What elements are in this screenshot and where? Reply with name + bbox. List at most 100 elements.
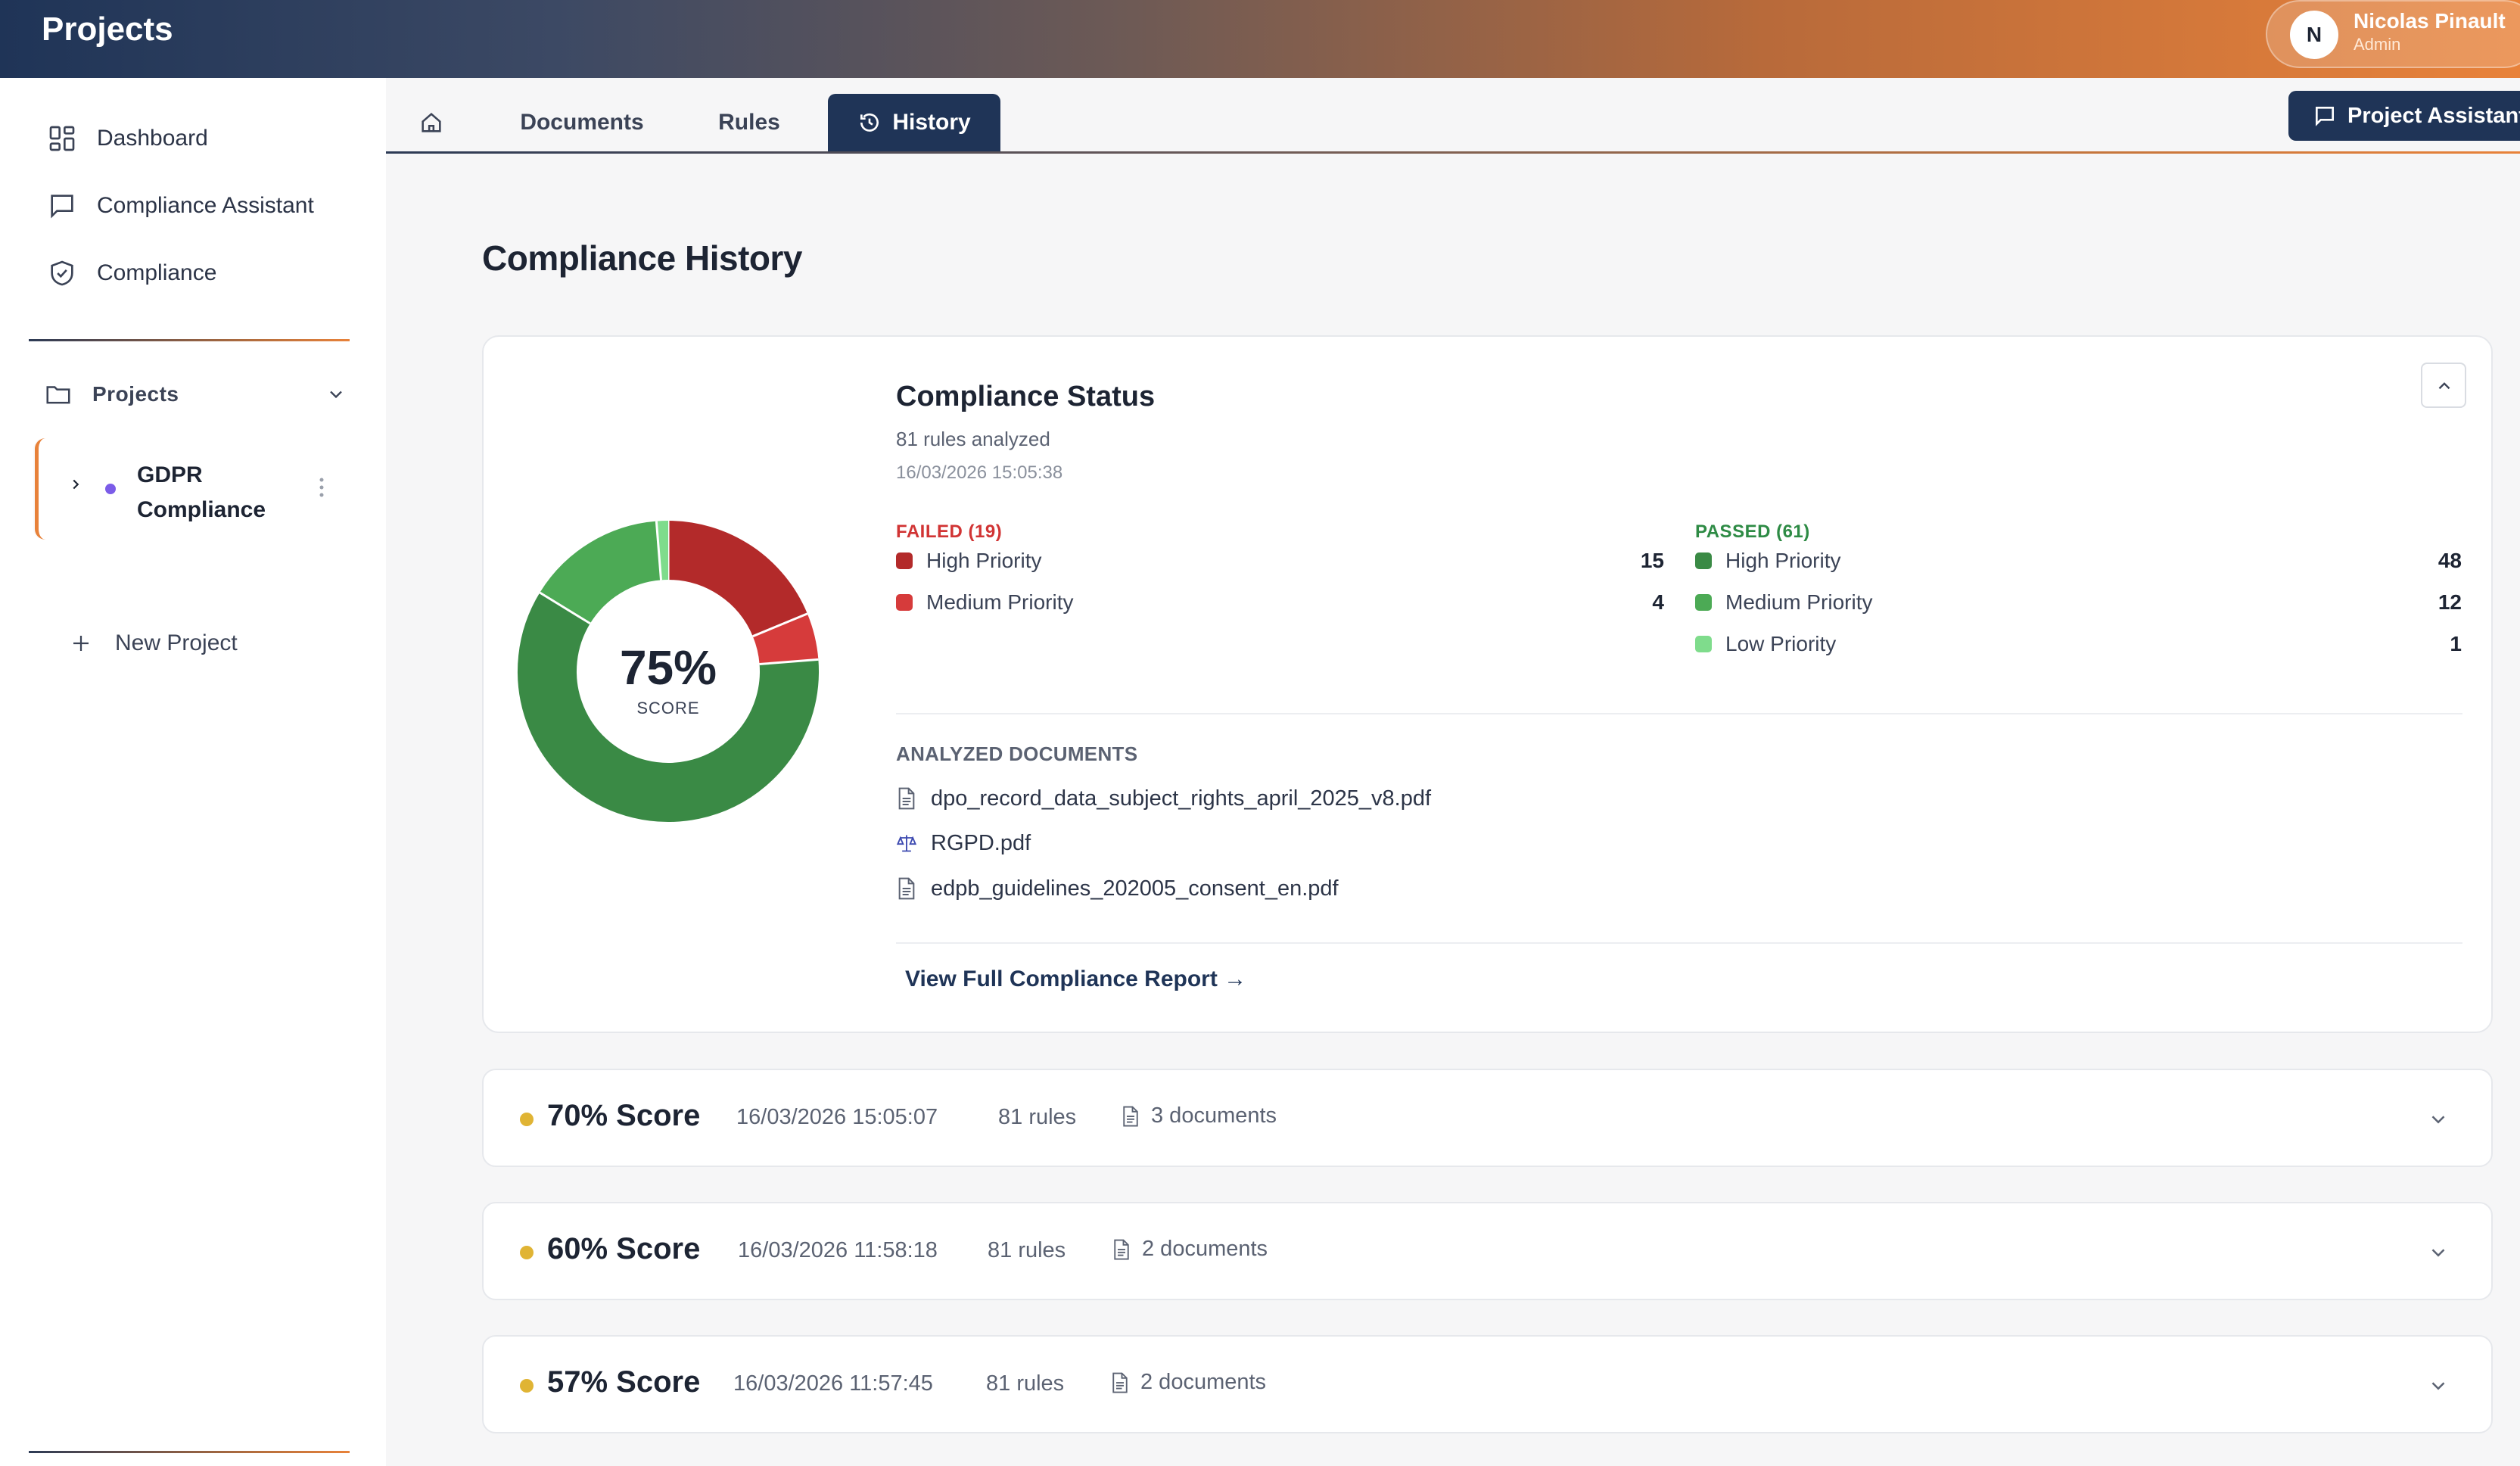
status-title: Compliance Status — [896, 381, 1156, 412]
history-score: 70% Score — [547, 1099, 701, 1132]
score-status-dot — [520, 1246, 534, 1259]
legend-label: High Priority — [926, 549, 1042, 572]
scales-icon — [896, 835, 917, 852]
sidebar-item-label: Compliance Assistant — [97, 193, 314, 218]
new-project-button[interactable]: New Project — [70, 630, 238, 656]
history-documents: 2 documents — [1112, 1237, 1268, 1262]
collapse-button[interactable] — [2421, 363, 2466, 408]
projects-section-toggle[interactable]: Projects — [44, 372, 347, 417]
passed-high-priority: High Priority — [1695, 546, 1840, 576]
passed-low-priority: Low Priority — [1695, 629, 1836, 659]
documents-count: 3 documents — [1151, 1103, 1277, 1128]
donut-separator — [759, 658, 819, 666]
document-icon — [898, 787, 915, 810]
donut-separator — [752, 612, 808, 638]
tab-history[interactable]: History — [828, 94, 1000, 151]
project-assistant-label: Project Assistant — [2347, 103, 2520, 128]
user-name: Nicolas Pinault — [2354, 9, 2506, 33]
analyzed-documents-heading: ANALYZED DOCUMENTS — [896, 742, 1138, 765]
document-icon — [898, 877, 915, 900]
documents-count: 2 documents — [1142, 1237, 1268, 1261]
tabs-underline — [386, 151, 2520, 154]
document-icon — [1112, 1372, 1128, 1393]
shield-icon — [51, 260, 73, 286]
sidebar-item-compliance[interactable]: Compliance — [47, 251, 216, 296]
history-documents: 2 documents — [1110, 1370, 1266, 1395]
legend-label: Low Priority — [1725, 632, 1837, 655]
chevron-down-icon[interactable] — [2427, 1108, 2450, 1131]
home-icon — [422, 112, 441, 132]
failed-medium-count: 4 — [1652, 590, 1664, 614]
history-score: 57% Score — [547, 1365, 701, 1399]
history-row[interactable]: 60% Score 16/03/2026 11:58:18 81 rules 2… — [482, 1202, 2493, 1300]
sidebar: Dashboard Compliance Assistant Complianc… — [0, 78, 386, 1466]
sidebar-item-compliance-assistant[interactable]: Compliance Assistant — [47, 183, 314, 229]
document-name: edpb_guidelines_202005_consent_en.pdf — [931, 876, 1339, 901]
project-item-gdpr[interactable]: GDPR Compliance — [35, 438, 347, 540]
tab-home[interactable] — [405, 94, 458, 151]
history-row[interactable]: 70% Score 16/03/2026 15:05:07 81 rules 3… — [482, 1069, 2493, 1167]
project-color-dot — [105, 484, 116, 494]
passed-medium-priority: Medium Priority — [1695, 587, 1872, 618]
status-timestamp: 16/03/2026 15:05:38 — [896, 462, 1063, 483]
rules-analyzed: 81 rules analyzed — [896, 428, 1050, 450]
history-rules: 81 rules — [998, 1105, 1077, 1129]
tab-rules[interactable]: Rules — [718, 110, 780, 135]
folder-icon — [46, 386, 70, 404]
passed-heading: PASSED (61) — [1695, 521, 1810, 542]
history-rules: 81 rules — [988, 1238, 1066, 1262]
chevron-down-icon[interactable] — [2427, 1374, 2450, 1397]
donut-slice-failed-medium — [752, 613, 819, 665]
donut-slice-failed-high — [667, 521, 807, 637]
tab-documents[interactable]: Documents — [520, 110, 644, 135]
passed-high-count: 48 — [2438, 549, 2462, 572]
project-assistant-button[interactable]: Project Assistant — [2288, 91, 2520, 141]
history-score: 60% Score — [547, 1232, 701, 1265]
documents-count: 2 documents — [1140, 1370, 1267, 1394]
history-timestamp: 16/03/2026 11:57:45 — [733, 1371, 933, 1396]
legend-swatch — [1695, 552, 1712, 569]
legend-label: High Priority — [1725, 549, 1841, 572]
score-percentage: 75% — [619, 640, 717, 695]
analyzed-document[interactable]: edpb_guidelines_202005_consent_en.pdf — [896, 872, 1339, 905]
dashboard-icon — [49, 126, 75, 151]
user-menu[interactable]: N Nicolas Pinault Admin — [2266, 0, 2520, 68]
chevron-up-icon — [2438, 382, 2450, 390]
history-timestamp: 16/03/2026 15:05:07 — [736, 1105, 938, 1129]
document-icon — [1114, 1239, 1129, 1259]
failed-medium-priority: Medium Priority — [896, 587, 1073, 618]
history-row[interactable]: 57% Score 16/03/2026 11:57:45 81 rules 2… — [482, 1335, 2493, 1433]
passed-medium-count: 12 — [2438, 590, 2462, 614]
user-role: Admin — [2354, 35, 2401, 54]
divider — [896, 713, 2462, 714]
donut-separator — [539, 591, 591, 625]
score-status-dot — [520, 1113, 534, 1126]
chevron-down-icon — [330, 391, 342, 399]
analyzed-document[interactable]: RGPD.pdf — [896, 826, 1031, 860]
history-documents: 3 documents — [1121, 1103, 1277, 1128]
document-icon — [1123, 1106, 1138, 1126]
chevron-right-icon[interactable] — [67, 476, 84, 493]
top-header: Projects N Nicolas Pinault Admin — [0, 0, 2520, 78]
document-name: RGPD.pdf — [931, 830, 1031, 855]
history-icon — [860, 113, 879, 132]
avatar: N — [2290, 11, 2338, 59]
sidebar-item-dashboard[interactable]: Dashboard — [47, 116, 208, 161]
page-title: Compliance History — [482, 238, 803, 278]
failed-heading: FAILED (19) — [896, 521, 1003, 542]
more-options-icon[interactable] — [317, 476, 326, 499]
legend-swatch — [1695, 594, 1712, 611]
project-name: GDPR Compliance — [137, 462, 266, 522]
score-donut-chart — [518, 521, 819, 822]
donut-separator — [655, 521, 663, 580]
view-full-report-link[interactable]: View Full Compliance Report → — [905, 966, 1247, 991]
failed-high-count: 15 — [1640, 549, 1664, 572]
sidebar-item-label: Compliance — [97, 260, 217, 285]
chevron-down-icon[interactable] — [2427, 1241, 2450, 1264]
compliance-status-card: 75% SCORE Compliance Status 81 rules ana… — [482, 335, 2493, 1033]
legend-label: Medium Priority — [926, 590, 1074, 614]
donut-slice-passed-medium — [540, 521, 662, 624]
chat-icon — [2316, 107, 2334, 126]
analyzed-document[interactable]: dpo_record_data_subject_rights_april_202… — [896, 782, 1431, 815]
document-name: dpo_record_data_subject_rights_april_202… — [931, 786, 1432, 811]
